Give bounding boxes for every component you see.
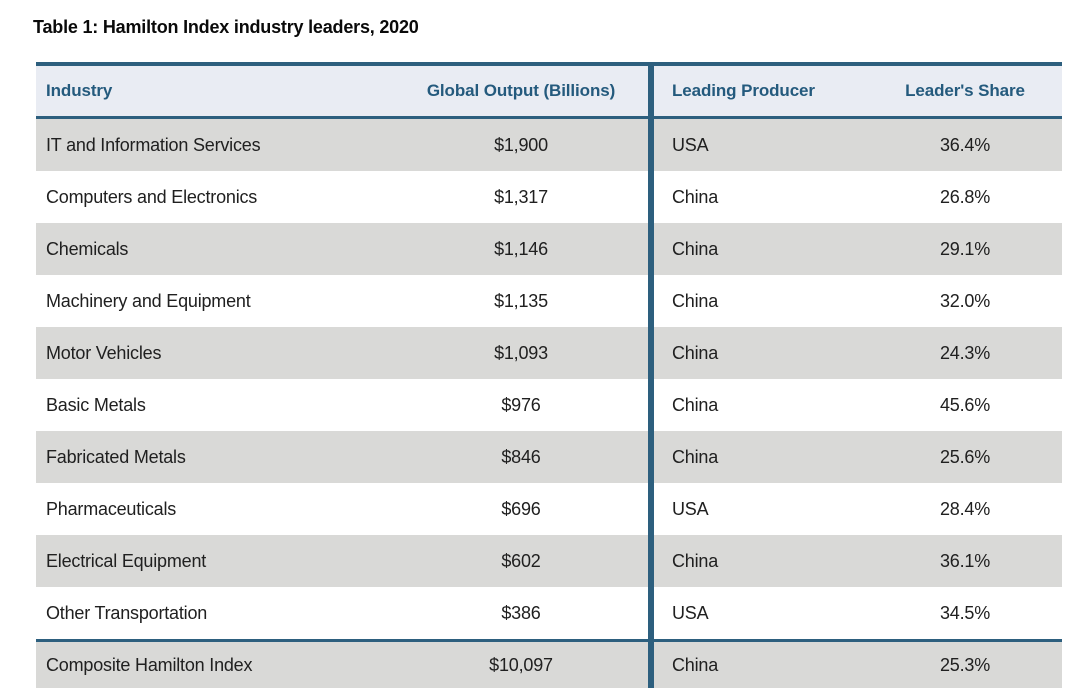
footer-separator bbox=[36, 639, 1062, 642]
cell-share: 36.1% bbox=[939, 550, 991, 571]
vertical-divider bbox=[648, 223, 654, 275]
table-body: IT and Information Services $1,900 USA 3… bbox=[36, 119, 1062, 639]
cell-output: $696 bbox=[501, 498, 541, 519]
table-row: Pharmaceuticals $696 USA 28.4% bbox=[36, 483, 1062, 535]
cell-industry: Fabricated Metals bbox=[46, 446, 186, 467]
cell-producer: China bbox=[672, 342, 719, 363]
cell-share: 26.8% bbox=[939, 186, 991, 207]
cell-output: $1,146 bbox=[494, 238, 548, 259]
cell-producer: China bbox=[672, 290, 719, 311]
cell-industry: Electrical Equipment bbox=[46, 550, 207, 571]
cell-output: $1,093 bbox=[494, 342, 548, 363]
cell-producer: China bbox=[672, 394, 719, 415]
table-row: Electrical Equipment $602 China 36.1% bbox=[36, 535, 1062, 587]
vertical-divider bbox=[648, 66, 654, 116]
vertical-divider bbox=[648, 379, 654, 431]
table-footer-row: Composite Hamilton Index $10,097 China 2… bbox=[36, 642, 1062, 688]
cell-share: 36.4% bbox=[939, 134, 991, 155]
vertical-divider bbox=[648, 327, 654, 379]
cell-output: $1,317 bbox=[494, 186, 548, 207]
cell-output: $602 bbox=[501, 550, 541, 571]
cell-producer: USA bbox=[672, 134, 709, 155]
cell-industry: IT and Information Services bbox=[46, 134, 261, 155]
vertical-divider bbox=[648, 642, 654, 688]
cell-industry: Other Transportation bbox=[46, 602, 208, 623]
cell-industry: Machinery and Equipment bbox=[46, 290, 251, 311]
cell-producer: USA bbox=[672, 498, 709, 519]
table-row: Machinery and Equipment $1,135 China 32.… bbox=[36, 275, 1062, 327]
vertical-divider bbox=[648, 171, 654, 223]
cell-producer: China bbox=[672, 238, 719, 259]
cell-share: 28.4% bbox=[939, 498, 991, 519]
vertical-divider bbox=[648, 119, 654, 171]
vertical-divider bbox=[648, 275, 654, 327]
cell-share: 45.6% bbox=[939, 394, 991, 415]
table-row: Chemicals $1,146 China 29.1% bbox=[36, 223, 1062, 275]
cell-industry: Composite Hamilton Index bbox=[46, 654, 253, 675]
table-title: Table 1: Hamilton Index industry leaders… bbox=[33, 17, 419, 37]
table-header-row: Industry Global Output (Billions) Leadin… bbox=[36, 66, 1062, 116]
cell-share: 24.3% bbox=[939, 342, 991, 363]
cell-output: $10,097 bbox=[489, 654, 553, 675]
vertical-divider bbox=[648, 483, 654, 535]
column-header-global-output: Global Output (Billions) bbox=[426, 81, 616, 100]
cell-industry: Computers and Electronics bbox=[46, 186, 258, 207]
cell-output: $1,900 bbox=[494, 134, 548, 155]
cell-producer: China bbox=[672, 446, 719, 467]
cell-producer: USA bbox=[672, 602, 709, 623]
table-row: Computers and Electronics $1,317 China 2… bbox=[36, 171, 1062, 223]
cell-industry: Motor Vehicles bbox=[46, 342, 162, 363]
column-header-leading-producer: Leading Producer bbox=[672, 81, 815, 100]
column-header-leaders-share: Leader's Share bbox=[905, 81, 1025, 100]
cell-output: $1,135 bbox=[494, 290, 548, 311]
cell-output: $846 bbox=[501, 446, 541, 467]
table-row: Fabricated Metals $846 China 25.6% bbox=[36, 431, 1062, 483]
cell-share: 34.5% bbox=[939, 602, 991, 623]
table-row: Other Transportation $386 USA 34.5% bbox=[36, 587, 1062, 639]
cell-industry: Pharmaceuticals bbox=[46, 498, 177, 519]
table-row: IT and Information Services $1,900 USA 3… bbox=[36, 119, 1062, 171]
cell-industry: Chemicals bbox=[46, 238, 129, 259]
table-top-border bbox=[36, 62, 1062, 66]
vertical-divider bbox=[648, 535, 654, 587]
vertical-divider bbox=[648, 587, 654, 639]
cell-producer: China bbox=[672, 654, 719, 675]
cell-output: $976 bbox=[501, 394, 541, 415]
cell-producer: China bbox=[672, 186, 719, 207]
column-header-industry: Industry bbox=[46, 81, 113, 100]
cell-producer: China bbox=[672, 550, 719, 571]
table-row: Motor Vehicles $1,093 China 24.3% bbox=[36, 327, 1062, 379]
cell-share: 25.6% bbox=[939, 446, 991, 467]
cell-share: 32.0% bbox=[939, 290, 991, 311]
table-row: Basic Metals $976 China 45.6% bbox=[36, 379, 1062, 431]
vertical-divider bbox=[648, 431, 654, 483]
header-bottom-border bbox=[36, 116, 1062, 119]
cell-industry: Basic Metals bbox=[46, 394, 146, 415]
cell-output: $386 bbox=[501, 602, 541, 623]
cell-share: 29.1% bbox=[939, 238, 991, 259]
hamilton-index-table: Industry Global Output (Billions) Leadin… bbox=[36, 62, 1062, 688]
cell-share: 25.3% bbox=[939, 654, 991, 675]
